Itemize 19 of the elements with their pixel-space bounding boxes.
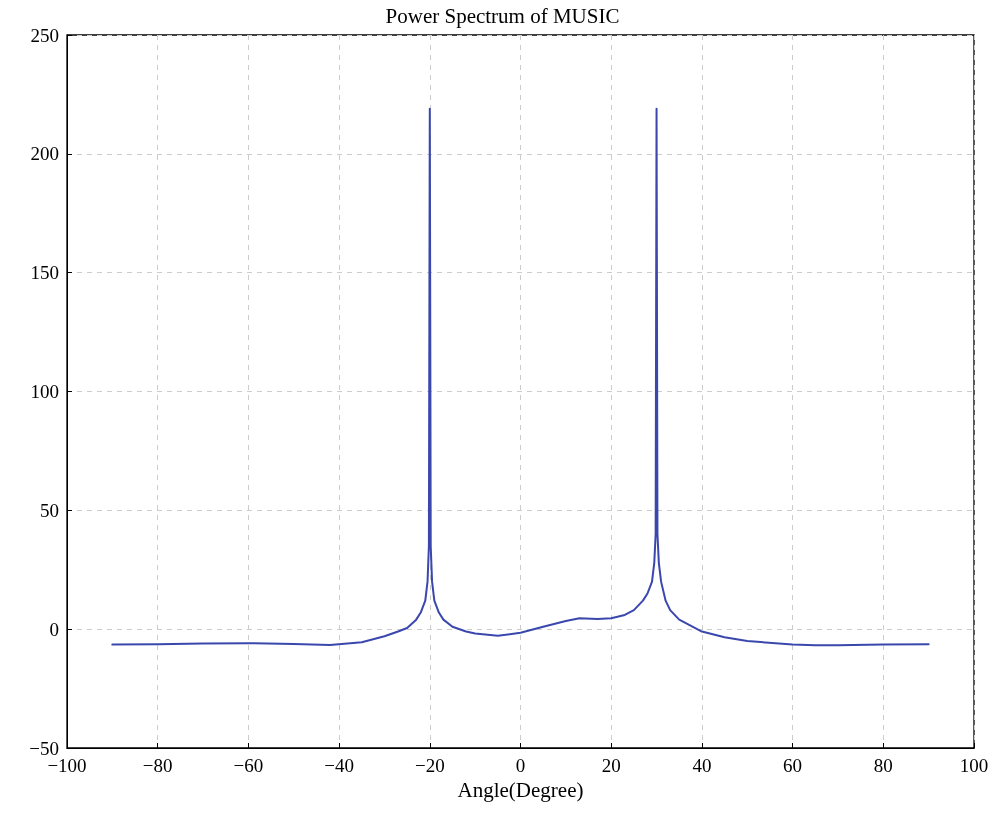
x-axis-title: Angle(Degree): [457, 778, 584, 803]
y-tick-label: 250: [30, 24, 59, 46]
y-tick-label: 0: [49, 618, 59, 640]
x-tick-label: −80: [142, 755, 173, 776]
x-tick-label: −60: [233, 755, 264, 776]
x-tick-label: 40: [692, 755, 712, 776]
chart-title: Power Spectrum of MUSIC: [385, 3, 620, 28]
x-tick-label: −40: [324, 755, 354, 776]
y-tick-label: 150: [30, 262, 59, 284]
y-tick-label: 50: [40, 499, 59, 521]
x-tick-label: 100: [959, 755, 989, 776]
line-series: [111, 107, 930, 647]
x-tick-label: 80: [873, 755, 893, 776]
x-tick-label: −20: [414, 755, 445, 776]
y-tick-label: 200: [30, 143, 59, 165]
y-tick-label: 100: [30, 381, 59, 402]
x-tick-label: 60: [783, 755, 803, 776]
x-tick-label: 0: [515, 755, 526, 776]
x-tick-label: 20: [601, 755, 621, 776]
